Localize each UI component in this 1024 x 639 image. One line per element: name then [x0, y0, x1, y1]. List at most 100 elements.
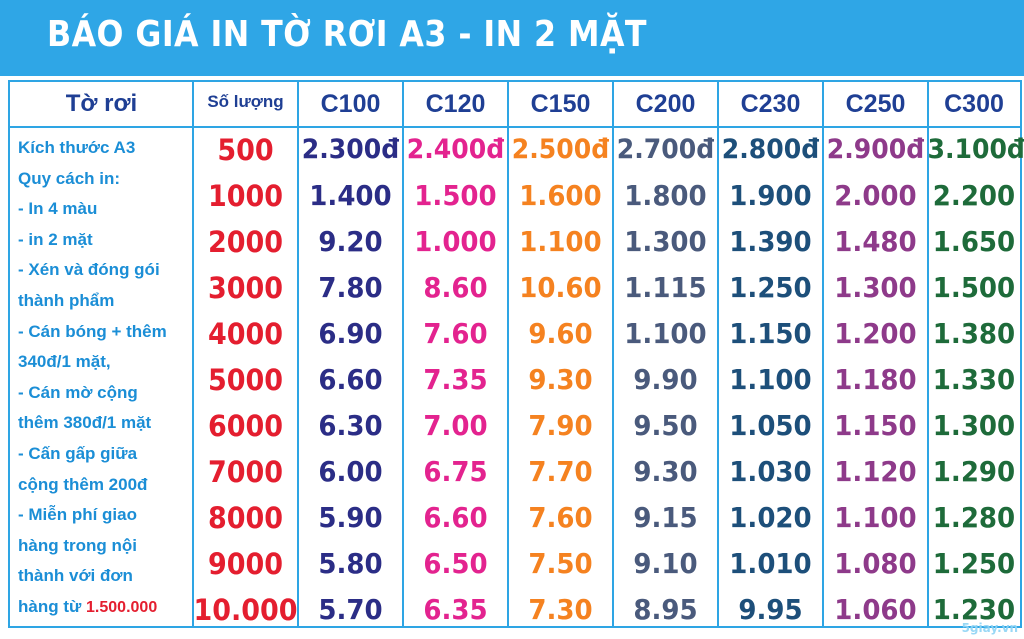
column-header: C100: [320, 90, 381, 118]
price-cell: 9.95: [738, 593, 803, 626]
price-cell: 9.30: [528, 363, 593, 396]
price-cell: 1.650: [932, 225, 1016, 258]
quantity-cell: 10.000: [193, 593, 298, 627]
description-line: thành phẩm: [18, 290, 115, 310]
description-line: - Cán bóng + thêm: [18, 321, 167, 341]
price-cell: 7.30: [528, 593, 593, 626]
price-cell: 2.000: [834, 179, 917, 212]
quantity-cell: 7000: [207, 455, 284, 489]
page-title: BÁO GIÁ IN TỜ RƠI A3 - IN 2 MẶT: [47, 14, 647, 55]
price-cell: 1.380: [932, 317, 1016, 350]
price-table: Kích thước A3 Quy cách in: - In 4 màu - in …: [8, 80, 1024, 628]
description-line: Kích thước A3: [18, 138, 136, 157]
description-line: - In 4 màu: [18, 199, 98, 219]
price-cell: 1.500: [932, 271, 1016, 304]
price-cell: 6.30: [318, 409, 383, 442]
price-cell: 1.100: [834, 501, 917, 534]
price-cell: 1.800: [624, 179, 707, 212]
price-cell: 6.00: [318, 455, 383, 488]
price-cell: 8.60: [423, 271, 488, 304]
quantity-cell: 3000: [207, 271, 284, 305]
column-divider: [717, 82, 719, 626]
price-cell: 1.100: [624, 317, 707, 350]
price-cell: 1.250: [932, 547, 1016, 580]
price-cell: 7.50: [528, 547, 593, 580]
price-cell: 1.010: [729, 547, 812, 580]
price-cell: 1.500: [414, 179, 497, 212]
price-cell: 7.80: [318, 271, 383, 304]
price-cell: 2.800đ: [721, 134, 820, 165]
column-header: C120: [425, 90, 486, 118]
price-cell: 1.020: [729, 501, 812, 534]
price-cell: 6.60: [318, 363, 383, 396]
header-divider: [10, 126, 1020, 128]
quantity-cell: 4000: [207, 317, 284, 351]
price-cell: 6.90: [318, 317, 383, 350]
price-cell: 9.50: [633, 409, 698, 442]
price-cell: 7.60: [423, 317, 488, 350]
price-cell: 2.200: [932, 179, 1016, 212]
price-cell: 3.100đ: [927, 134, 1024, 165]
price-cell: 1.060: [834, 593, 917, 626]
price-cell: 5.80: [318, 547, 383, 580]
price-cell: 1.150: [834, 409, 917, 442]
column-divider: [297, 82, 299, 626]
price-cell: 1.080: [834, 547, 917, 580]
description-line: - Cán mờ cộng: [18, 382, 138, 402]
price-cell: 5.70: [318, 593, 383, 626]
price-cell: 1.300: [834, 271, 917, 304]
price-cell: 1.300: [624, 225, 707, 258]
price-cell: 1.200: [834, 317, 917, 350]
column-header: C200: [635, 90, 696, 118]
price-cell: 2.900đ: [826, 134, 925, 165]
price-cell: 9.15: [633, 501, 698, 534]
price-cell: 7.90: [528, 409, 593, 442]
price-cell: 9.20: [318, 225, 383, 258]
price-cell: 7.60: [528, 501, 593, 534]
description-min-order-label: hàng từ: [18, 596, 87, 616]
price-cell: 9.60: [528, 317, 593, 350]
description-line: thêm 380đ/1 mặt: [18, 413, 152, 433]
price-cell: 6.75: [423, 455, 488, 488]
price-cell: 1.390: [729, 225, 812, 258]
price-cell: 2.500đ: [511, 134, 610, 165]
price-cell: 1.100: [729, 363, 812, 396]
description-line: 340đ/1 mặt,: [18, 352, 111, 372]
price-cell: 6.50: [423, 547, 488, 580]
price-cell: 1.280: [932, 501, 1016, 534]
quantity-cell: 9000: [207, 547, 284, 581]
description-line: hàng trong nội: [18, 535, 137, 555]
description-line: - Cấn gấp giữa: [18, 443, 138, 463]
price-cell: 1.400: [309, 179, 392, 212]
description-line: hàng từ 1.500.000: [18, 592, 196, 624]
price-cell: 9.90: [633, 363, 698, 396]
price-cell: 1.300: [932, 409, 1016, 442]
price-cell: 8.95: [633, 593, 698, 626]
quantity-cell: 2000: [207, 225, 284, 259]
price-cell: 1.250: [729, 271, 812, 304]
price-cell: 7.70: [528, 455, 593, 488]
price-cell: 2.700đ: [616, 134, 715, 165]
price-cell: 1.115: [624, 271, 707, 304]
column-header: C300: [944, 90, 1004, 118]
description-line: Quy cách in:: [18, 168, 121, 188]
price-cell: 1.230: [932, 593, 1016, 626]
description-line: - Xén và đóng gói: [18, 260, 160, 280]
price-cell: 1.290: [932, 455, 1016, 488]
column-divider: [612, 82, 614, 626]
column-divider: [507, 82, 509, 626]
column-divider: [927, 82, 929, 626]
description-column: Kích thước A3 Quy cách in: - In 4 màu - in …: [18, 133, 196, 624]
min-order-amount: 1.500.000: [86, 598, 158, 616]
watermark: 5giay.vn: [961, 621, 1018, 635]
price-cell: 9.10: [633, 547, 698, 580]
price-cell: 1.900: [729, 179, 812, 212]
description-line: cộng thêm 200đ: [18, 474, 148, 494]
price-cell: 1.030: [729, 455, 812, 488]
column-header: C150: [530, 90, 591, 118]
price-cell: 6.35: [423, 593, 488, 626]
quantity-cell: 5000: [207, 363, 284, 397]
quantity-cell: 8000: [207, 501, 284, 535]
price-cell: 1.180: [834, 363, 917, 396]
quantity-cell: 500: [217, 133, 274, 167]
